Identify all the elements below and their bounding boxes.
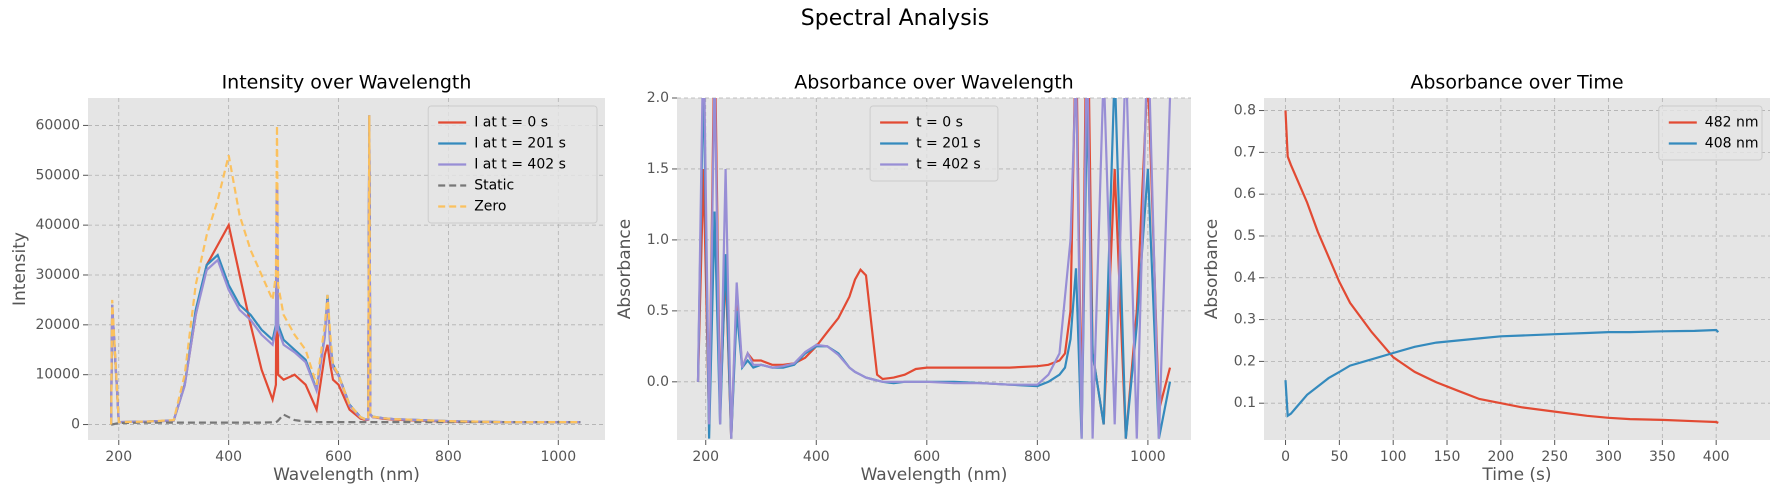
x-tick-label: 400 — [1703, 449, 1730, 465]
legend-label: 408 nm — [1705, 136, 1759, 152]
series-line — [1284, 110, 1719, 424]
y-tick-label: 0.5 — [1234, 228, 1256, 244]
y-tick-label: 60000 — [35, 117, 80, 133]
y-tick-label: 30000 — [35, 267, 80, 283]
x-tick-label: 400 — [215, 449, 242, 465]
y-axis-label: Absorbance — [1202, 219, 1222, 319]
x-tick-label: 100 — [1380, 449, 1407, 465]
legend-label: t = 402 s — [916, 157, 981, 173]
x-tick-label: 600 — [913, 449, 940, 465]
subplot: 200 400 600 800 1000 0.0 0.5 1.0 1.5 2.0 Absorbanc… — [615, 72, 1191, 485]
subplot: 0 50 100 150 200 250 300 350 400 0.1 0.2 0.3 0.4 0.5 0… — [1202, 72, 1770, 485]
subplot-title: Intensity over Wavelength — [222, 72, 472, 94]
legend: I at t = 0 s I at t = 201 s I at t = 402 s… — [427, 105, 598, 224]
legend: t = 0 s t = 201 s t = 402 s — [869, 105, 999, 182]
x-tick-label: 350 — [1649, 449, 1676, 465]
legend-label: 482 nm — [1705, 115, 1759, 131]
series-line — [696, 98, 1172, 439]
y-tick-label: 10000 — [35, 367, 80, 383]
subplot-title: Absorbance over Wavelength — [794, 72, 1073, 94]
y-axis-label: Absorbance — [615, 219, 635, 319]
y-tick-label: 0.1 — [1234, 395, 1256, 411]
legend-label: t = 0 s — [916, 115, 963, 131]
series-line — [111, 413, 581, 426]
legend-label: t = 201 s — [916, 136, 981, 152]
subplot-title: Absorbance over Time — [1410, 72, 1623, 94]
plot-lines — [696, 98, 1172, 439]
figure-title: Spectral Analysis — [801, 6, 989, 31]
x-tick-label: 200 — [692, 449, 719, 465]
y-tick-label: 0 — [71, 417, 80, 433]
x-axis-label: Wavelength (nm) — [861, 465, 1008, 485]
series-line — [1284, 328, 1720, 418]
x-tick-label: 250 — [1541, 449, 1568, 465]
x-tick-label: 200 — [105, 449, 132, 465]
x-tick-label: 150 — [1434, 449, 1461, 465]
legend-label: Static — [474, 178, 514, 194]
legend: 482 nm 408 nm — [1658, 105, 1763, 161]
legend-label: I at t = 402 s — [474, 157, 566, 173]
legend-box — [1658, 105, 1763, 161]
y-axis-label: Intensity — [10, 232, 30, 306]
x-tick-label: 1000 — [1130, 449, 1166, 465]
x-tick-label: 200 — [1487, 449, 1514, 465]
y-tick-label: 20000 — [35, 317, 80, 333]
x-tick-label: 1000 — [540, 449, 576, 465]
legend-box — [427, 105, 598, 224]
y-tick-label: 0.8 — [1234, 103, 1256, 119]
x-axis-label: Time (s) — [1481, 465, 1551, 485]
y-tick-label: 40000 — [35, 217, 80, 233]
x-tick-label: 800 — [435, 449, 462, 465]
y-tick-label: 1.0 — [647, 232, 669, 248]
legend-label: Zero — [474, 199, 506, 215]
y-tick-label: 0.0 — [647, 374, 669, 390]
x-tick-label: 0 — [1281, 449, 1290, 465]
x-tick-label: 800 — [1024, 449, 1051, 465]
y-tick-label: 2.0 — [647, 90, 669, 106]
y-tick-label: 1.5 — [647, 161, 669, 177]
y-tick-label: 0.2 — [1234, 353, 1256, 369]
y-tick-label: 0.5 — [647, 303, 669, 319]
legend-label: I at t = 201 s — [474, 136, 566, 152]
subplot: 200 400 600 800 1000010000200003000040000500… — [10, 72, 605, 485]
legend-box — [869, 105, 999, 182]
y-tick-label: 50000 — [35, 167, 80, 183]
plot-lines — [1284, 110, 1720, 424]
y-tick-label: 0.3 — [1234, 312, 1256, 328]
plot-lines — [110, 115, 581, 426]
legend-label: I at t = 0 s — [474, 115, 548, 131]
x-tick-label: 400 — [803, 449, 830, 465]
x-tick-label: 50 — [1330, 449, 1348, 465]
x-tick-label: 600 — [325, 449, 352, 465]
y-tick-label: 0.4 — [1234, 270, 1256, 286]
y-tick-label: 0.6 — [1234, 186, 1256, 202]
y-tick-label: 0.7 — [1234, 144, 1256, 160]
x-tick-label: 300 — [1595, 449, 1622, 465]
x-axis-label: Wavelength (nm) — [273, 465, 420, 485]
series-line — [110, 115, 581, 425]
